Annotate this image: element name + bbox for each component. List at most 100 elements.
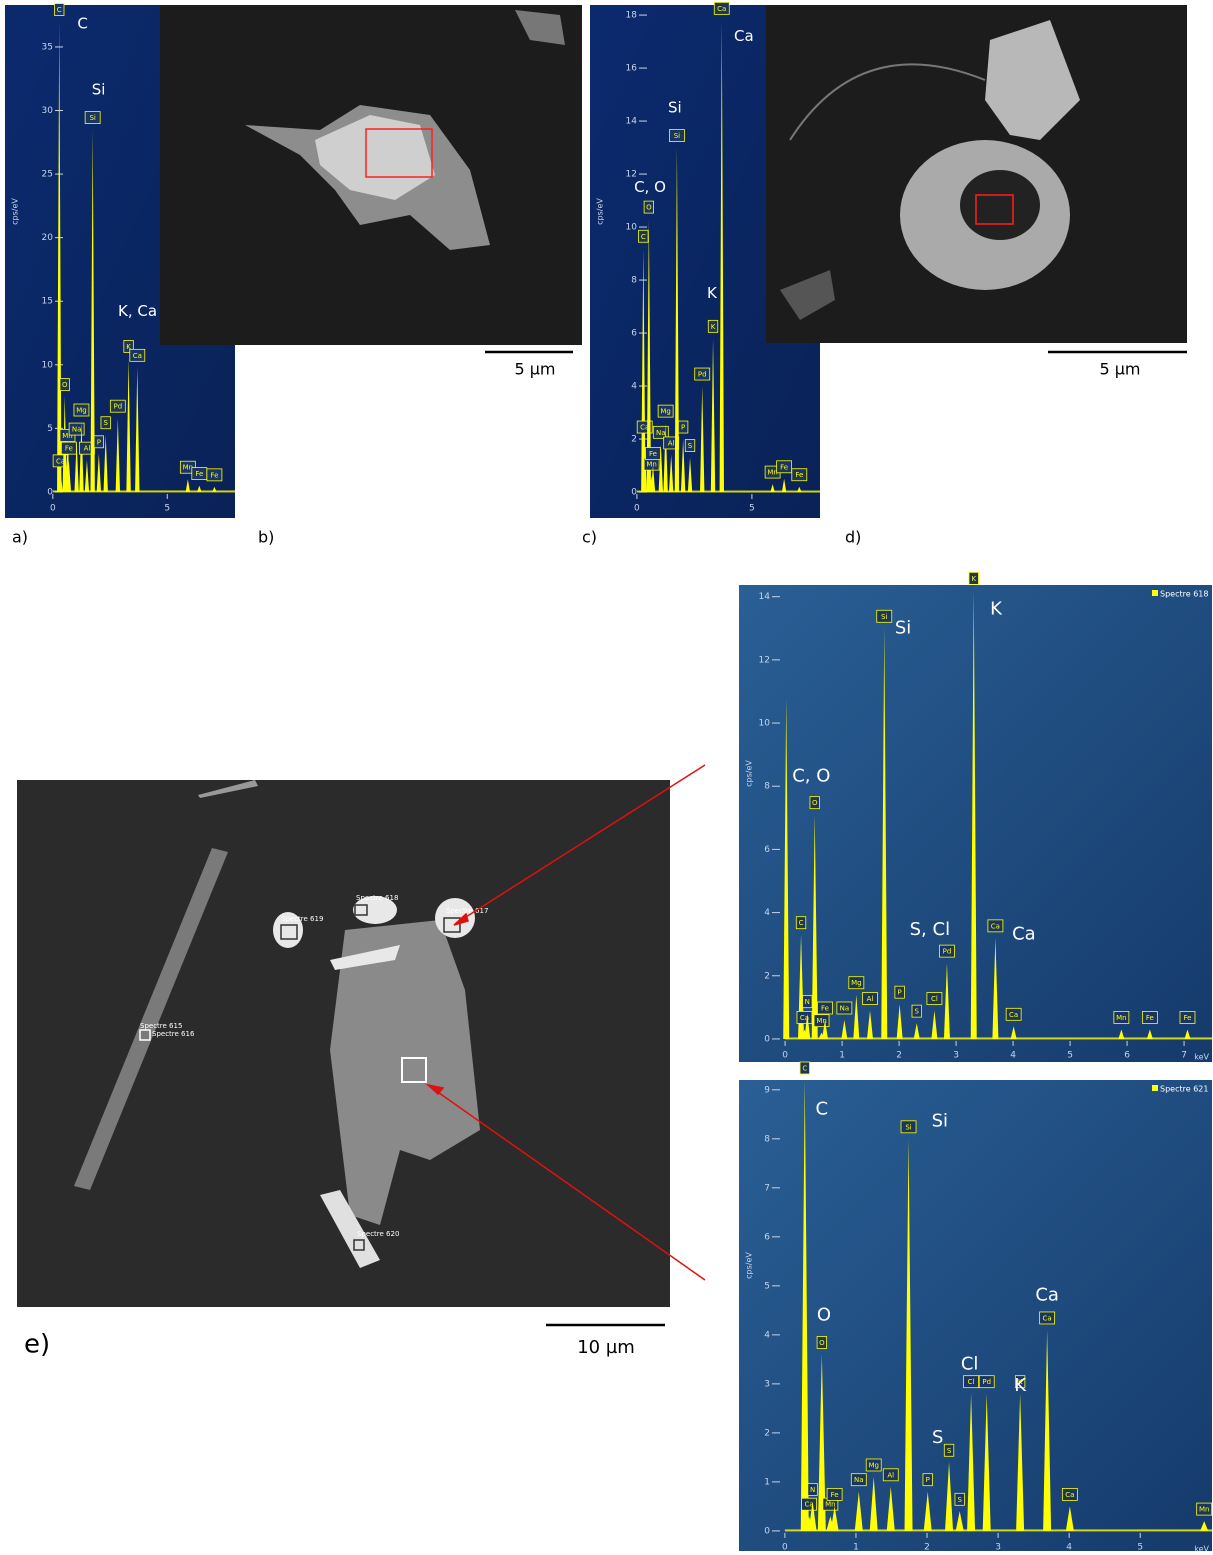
peak-label-box — [1039, 1311, 1056, 1325]
peak-label-box — [643, 200, 655, 214]
sem-image-d — [766, 5, 1187, 343]
element-annotation: Si — [668, 98, 682, 116]
peak — [797, 486, 802, 493]
element-annotation: S, Cl — [910, 919, 950, 940]
peak — [955, 1511, 964, 1531]
peak — [115, 418, 121, 492]
y-tick-label: 20 — [42, 233, 54, 243]
panel-label: c) — [582, 528, 597, 547]
peak — [869, 1476, 878, 1531]
element-annotation: K — [1014, 1375, 1027, 1396]
peak-label-box — [799, 1061, 810, 1075]
peak — [886, 1486, 895, 1531]
y-tick-label: 12 — [626, 170, 637, 180]
y-axis-label: cps/eV — [745, 1252, 754, 1279]
peak-label: Ca — [991, 922, 1000, 930]
peak-label-box — [850, 1473, 867, 1487]
y-tick-label: 8 — [764, 782, 770, 792]
peak-label: Al — [867, 995, 874, 1003]
peak — [931, 1010, 938, 1039]
peak-label-box — [93, 435, 104, 449]
x-tick-label: 0 — [782, 1050, 788, 1060]
peak — [867, 1010, 874, 1039]
peak-label: Na — [72, 426, 82, 434]
y-tick-label: 0 — [764, 1034, 770, 1044]
peak — [967, 1393, 976, 1531]
peak — [658, 444, 664, 493]
spot-label: Spectre 615 — [140, 1022, 182, 1030]
y-tick-label: 4 — [764, 908, 770, 918]
peak — [841, 1019, 848, 1039]
peak-label: Ca — [1043, 1314, 1052, 1322]
peak-label: S — [103, 419, 108, 427]
x-tick-label: 0 — [634, 504, 640, 514]
peak — [674, 147, 680, 493]
y-tick-label: 10 — [42, 360, 54, 370]
peak-label: Mg — [76, 407, 86, 415]
peak-label: Fe — [195, 470, 203, 478]
peak — [90, 129, 95, 492]
peak — [1043, 1329, 1052, 1531]
peak — [913, 1023, 920, 1039]
peak-label: S — [688, 442, 693, 450]
peak-label: O — [812, 799, 818, 807]
peak-label: K — [711, 323, 716, 331]
peak-label-box — [943, 1443, 955, 1457]
peak-label: Fe — [821, 1004, 829, 1012]
y-tick-label: 18 — [626, 11, 638, 21]
element-annotation: Cl — [961, 1353, 979, 1374]
element-annotation: C, O — [792, 766, 830, 787]
peak — [781, 478, 787, 493]
peak-label-box — [939, 944, 955, 958]
peak-label: Si — [881, 613, 887, 621]
peak — [800, 1080, 809, 1531]
spot-label: Spectre 619 — [281, 915, 323, 923]
peak — [1146, 1029, 1153, 1039]
peak-label: Si — [89, 114, 95, 122]
peak-label: Na — [854, 1476, 864, 1484]
spot-label: Spectre 618 — [356, 894, 398, 902]
x-tick-label: 2 — [924, 1542, 930, 1551]
baseline — [52, 490, 235, 493]
peak-label: Na — [656, 429, 666, 437]
peak-label-box — [1014, 1375, 1026, 1389]
y-tick-label: 6 — [764, 845, 770, 855]
peak-label-box — [1141, 1011, 1158, 1024]
peak — [923, 1491, 932, 1531]
x-tick-label: 4 — [1066, 1542, 1072, 1551]
scale-label: 5 µm — [1099, 360, 1140, 379]
peak-label: Si — [905, 1123, 911, 1131]
peak-label-box — [694, 367, 711, 381]
baseline — [785, 1037, 1212, 1040]
peak-label: Pd — [982, 1378, 991, 1386]
peak-label: Ca — [640, 424, 649, 432]
peak — [854, 1491, 863, 1531]
x-tick-label: 2 — [896, 1050, 902, 1060]
peak-label-box — [894, 985, 905, 999]
peak-label-box — [1179, 1011, 1196, 1024]
peak-label-box — [1061, 1487, 1078, 1501]
scale-label: 5 µm — [514, 360, 555, 379]
peak-label: Fe — [1184, 1014, 1192, 1022]
peak-label: Mn — [62, 432, 72, 440]
peak-label-box — [836, 1001, 853, 1015]
x-tick-label: 1 — [839, 1050, 845, 1060]
peak-label: Al — [668, 439, 675, 447]
peak-label: P — [898, 989, 902, 997]
peak — [1065, 1506, 1074, 1531]
peak-label-box — [123, 340, 134, 353]
peak-label: Na — [840, 1004, 850, 1012]
peak — [1200, 1521, 1209, 1531]
peak-label-box — [876, 609, 893, 623]
peak-label-box — [954, 1492, 965, 1506]
sem-image-e: Spectre 615 Spectre 616 Spectre 618 Spec… — [17, 780, 670, 1307]
peak-label-box — [865, 1458, 882, 1472]
peak-label: Al — [887, 1471, 894, 1479]
peak-label-box — [68, 422, 85, 436]
y-tick-label: 14 — [626, 117, 638, 127]
peak-label: Mn — [646, 461, 656, 469]
peak-label-box — [791, 468, 808, 482]
peak-label: K — [971, 575, 976, 583]
